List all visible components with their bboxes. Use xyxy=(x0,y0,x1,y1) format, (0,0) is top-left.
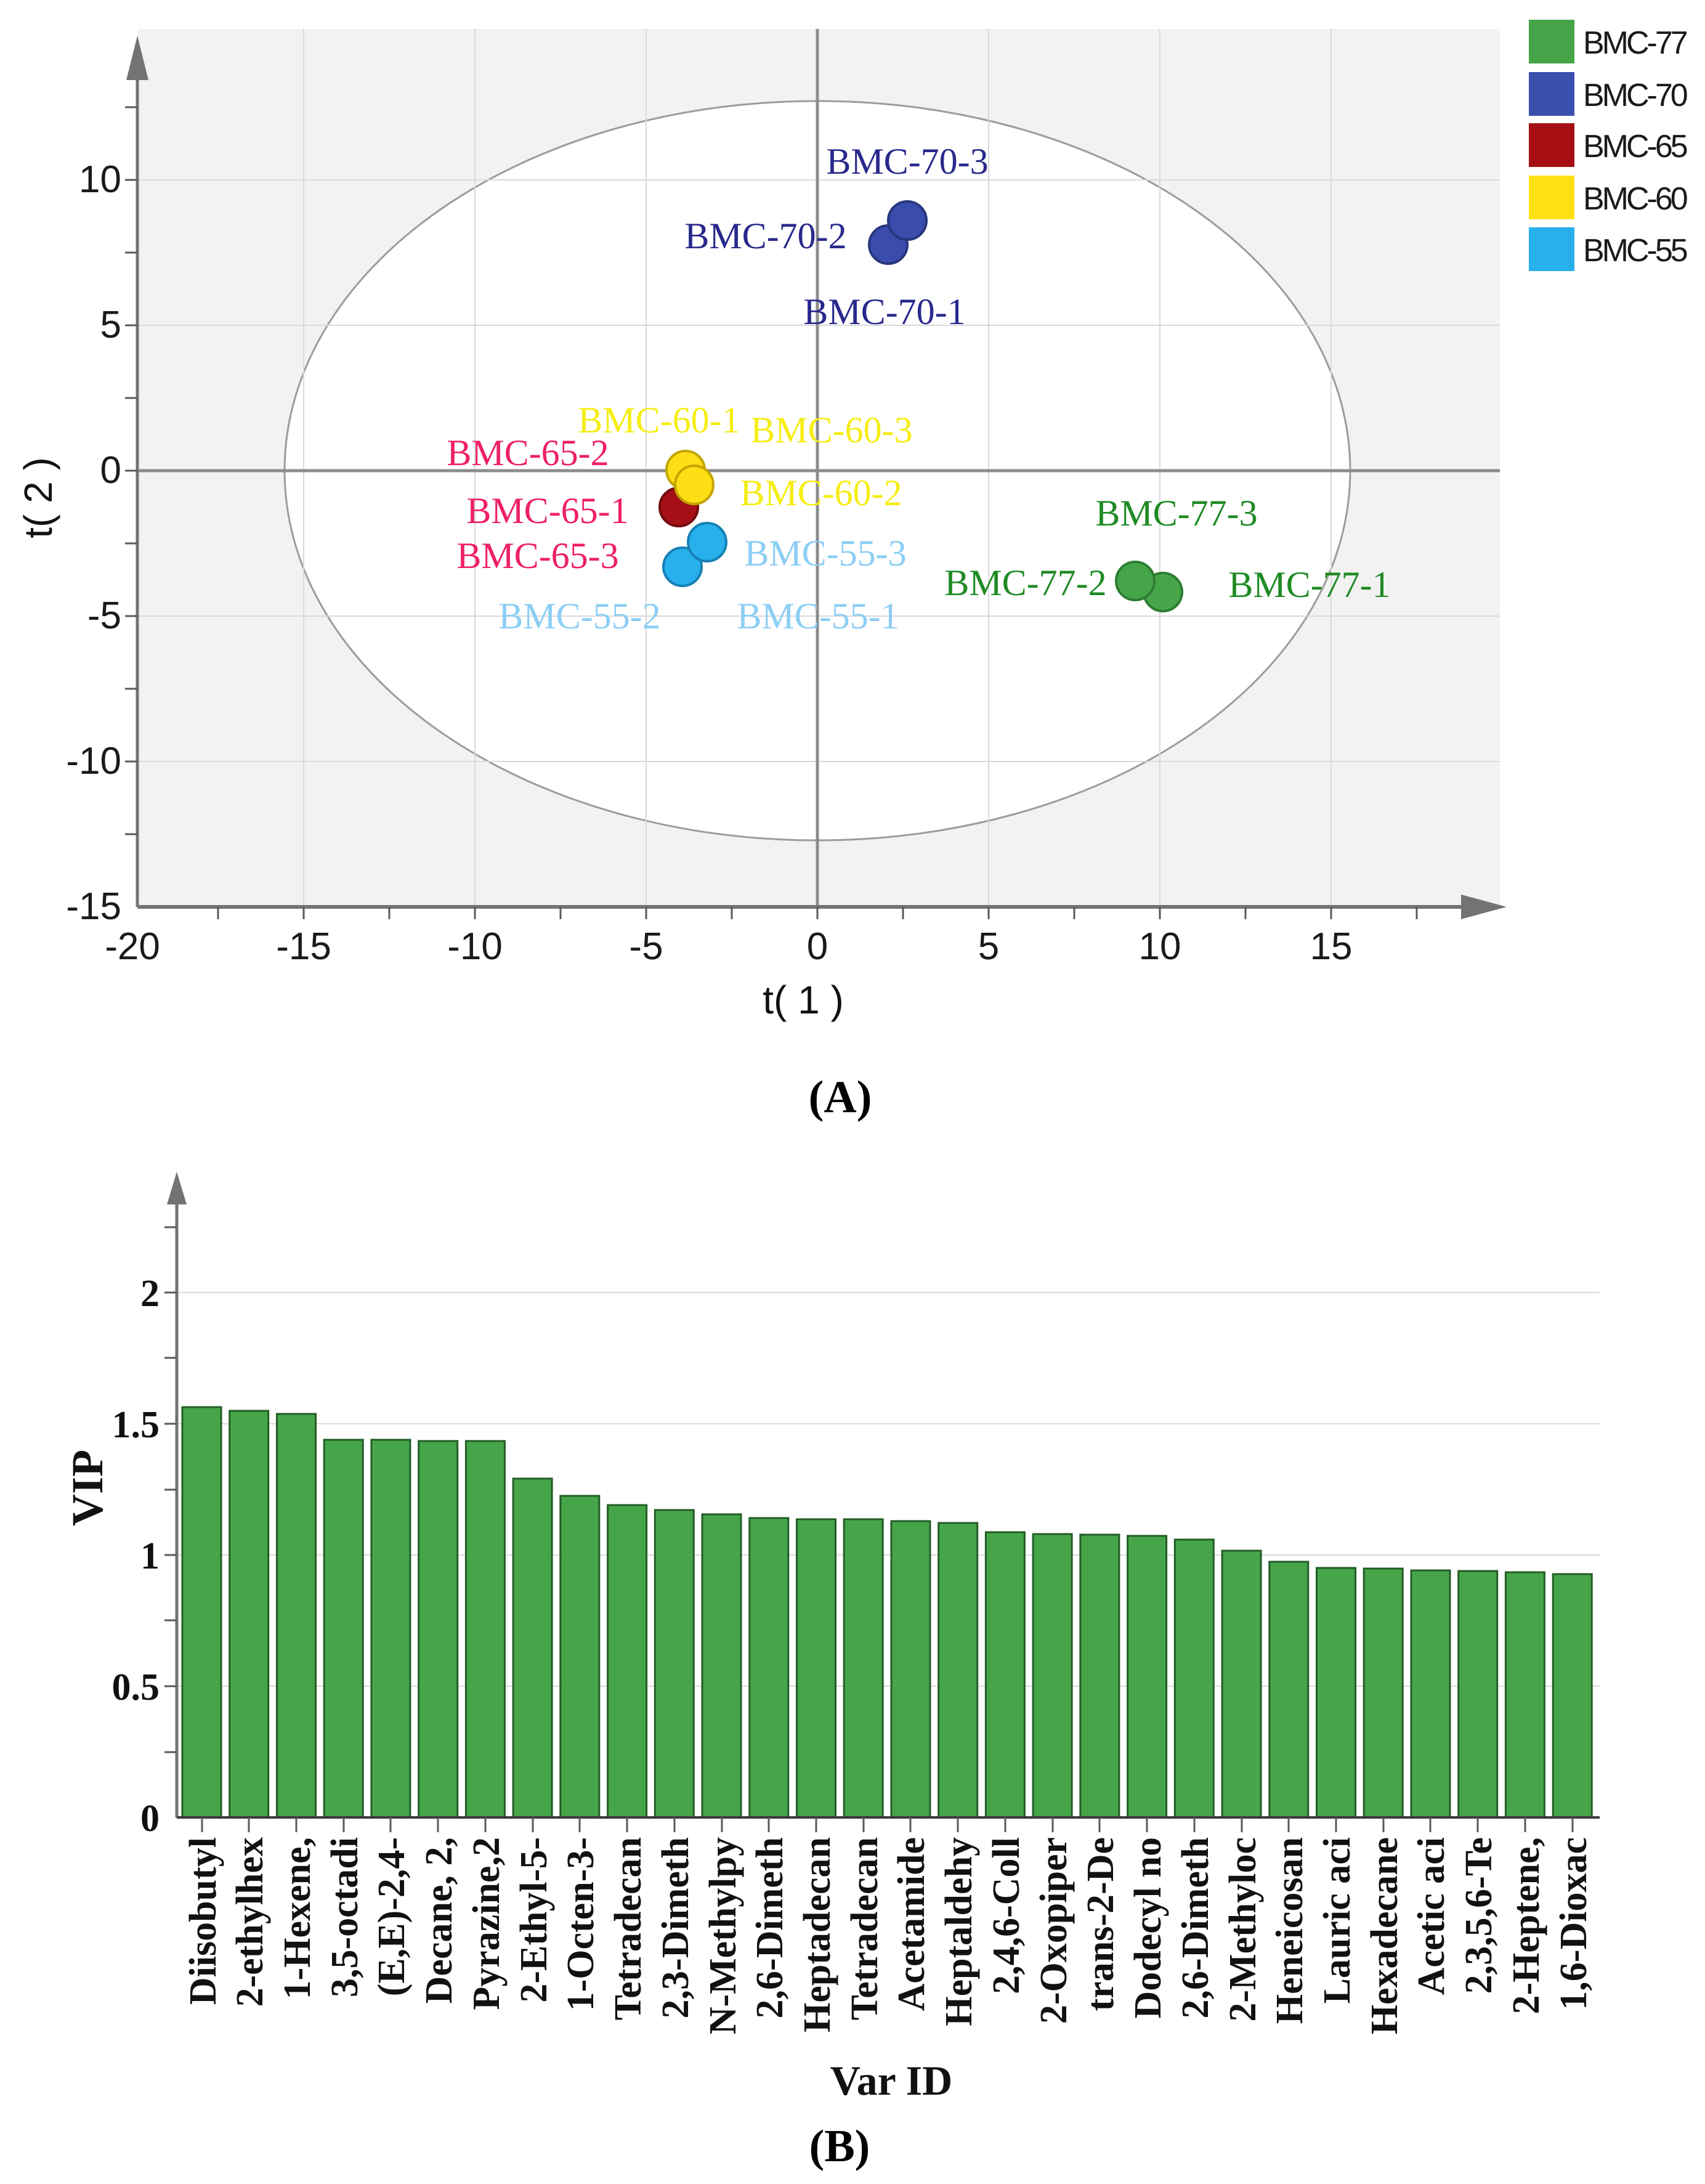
svg-text:10: 10 xyxy=(79,158,121,201)
svg-text:BMC-55-1: BMC-55-1 xyxy=(737,596,899,636)
svg-text:BMC-55: BMC-55 xyxy=(1583,233,1687,269)
svg-text:Heptadecan: Heptadecan xyxy=(796,1837,838,2032)
svg-text:Diisobutyl: Diisobutyl xyxy=(182,1837,224,2005)
svg-text:BMC-55-3: BMC-55-3 xyxy=(744,533,906,574)
svg-text:trans-2-De: trans-2-De xyxy=(1080,1837,1122,2011)
svg-text:-5: -5 xyxy=(87,595,121,637)
svg-text:BMC-55-2: BMC-55-2 xyxy=(498,596,660,636)
svg-text:Heneicosan: Heneicosan xyxy=(1269,1837,1311,2024)
svg-text:-10: -10 xyxy=(447,925,503,968)
svg-text:Tetradecan: Tetradecan xyxy=(844,1837,886,2020)
svg-text:2-Oxopiper: 2-Oxopiper xyxy=(1033,1837,1075,2024)
svg-text:0: 0 xyxy=(140,1798,160,1840)
svg-text:-15: -15 xyxy=(66,885,121,928)
svg-text:Acetamide: Acetamide xyxy=(891,1837,933,2011)
svg-text:Pyrazine,2: Pyrazine,2 xyxy=(466,1837,508,2010)
svg-text:2,4,6-Coll: 2,4,6-Coll xyxy=(986,1837,1027,1994)
svg-text:1: 1 xyxy=(140,1535,160,1577)
svg-text:1,6-Dioxac: 1,6-Dioxac xyxy=(1553,1837,1595,2010)
svg-text:2-ethylhex: 2-ethylhex xyxy=(229,1837,271,2007)
svg-text:2,6-Dimeth: 2,6-Dimeth xyxy=(749,1837,791,2018)
svg-text:1-Hexene,: 1-Hexene, xyxy=(277,1837,318,1999)
svg-text:2: 2 xyxy=(140,1273,160,1315)
svg-text:BMC-60-2: BMC-60-2 xyxy=(740,473,902,513)
svg-text:2,3-Dimeth: 2,3-Dimeth xyxy=(655,1837,697,2018)
svg-text:Lauric aci: Lauric aci xyxy=(1316,1837,1358,2003)
svg-text:BMC-65: BMC-65 xyxy=(1583,129,1687,164)
svg-text:BMC-60-3: BMC-60-3 xyxy=(750,410,912,450)
svg-text:BMC-60: BMC-60 xyxy=(1583,181,1687,217)
svg-text:2,6-Dimeth: 2,6-Dimeth xyxy=(1175,1837,1217,2018)
svg-text:Decane, 2,: Decane, 2, xyxy=(418,1837,460,2003)
svg-text:BMC-65-2: BMC-65-2 xyxy=(447,432,609,473)
svg-text:15: 15 xyxy=(1310,925,1353,968)
svg-text:1.5: 1.5 xyxy=(112,1404,160,1446)
svg-text:-5: -5 xyxy=(629,925,663,968)
svg-text:0.5: 0.5 xyxy=(112,1666,160,1708)
svg-text:Tetradecan: Tetradecan xyxy=(607,1837,649,2020)
svg-text:BMC-70-1: BMC-70-1 xyxy=(803,291,965,332)
svg-text:3,5-octadi: 3,5-octadi xyxy=(324,1837,366,1997)
svg-text:-20: -20 xyxy=(105,925,160,968)
svg-text:-15: -15 xyxy=(276,925,331,968)
svg-text:10: 10 xyxy=(1139,925,1181,968)
svg-text:BMC-77-1: BMC-77-1 xyxy=(1228,564,1390,605)
svg-text:(E,E)-2,4-: (E,E)-2,4- xyxy=(371,1837,413,1996)
svg-text:BMC-77: BMC-77 xyxy=(1583,25,1687,61)
svg-text:Acetic aci: Acetic aci xyxy=(1411,1837,1452,1995)
svg-text:Dodecyl no: Dodecyl no xyxy=(1127,1837,1169,2019)
svg-text:2-Heptene,: 2-Heptene, xyxy=(1505,1837,1547,2015)
svg-text:BMC-70: BMC-70 xyxy=(1583,78,1687,113)
svg-text:0: 0 xyxy=(807,925,828,968)
svg-text:BMC-77-2: BMC-77-2 xyxy=(944,562,1106,603)
svg-text:5: 5 xyxy=(978,925,999,968)
svg-text:BMC-70-2: BMC-70-2 xyxy=(684,216,846,256)
svg-text:BMC-60-1: BMC-60-1 xyxy=(578,400,740,440)
svg-text:2,3,5,6-Te: 2,3,5,6-Te xyxy=(1458,1837,1500,1994)
svg-text:N-Methylpy: N-Methylpy xyxy=(702,1837,744,2034)
svg-text:2-Methyloc: 2-Methyloc xyxy=(1222,1837,1264,2022)
svg-text:t( 1 ): t( 1 ) xyxy=(763,978,844,1022)
svg-text:0: 0 xyxy=(100,449,121,492)
svg-text:VIP: VIP xyxy=(63,1450,112,1526)
svg-text:1-Octen-3-: 1-Octen-3- xyxy=(560,1837,602,2011)
svg-text:BMC-77-3: BMC-77-3 xyxy=(1095,493,1257,534)
svg-text:Heptaldehy: Heptaldehy xyxy=(938,1837,980,2026)
svg-text:BMC-70-3: BMC-70-3 xyxy=(826,141,988,182)
svg-text:BMC-65-3: BMC-65-3 xyxy=(456,535,618,576)
svg-text:(A): (A) xyxy=(809,1072,872,1122)
svg-text:2-Ethyl-5-: 2-Ethyl-5- xyxy=(513,1837,555,2003)
svg-text:Var ID: Var ID xyxy=(830,2057,952,2104)
svg-text:(B): (B) xyxy=(809,2121,870,2172)
svg-text:-10: -10 xyxy=(66,740,121,782)
svg-text:BMC-65-1: BMC-65-1 xyxy=(466,490,628,531)
svg-text:5: 5 xyxy=(100,304,121,346)
svg-text:Hexadecane: Hexadecane xyxy=(1364,1837,1406,2034)
svg-text:t( 2 ): t( 2 ) xyxy=(16,457,60,538)
